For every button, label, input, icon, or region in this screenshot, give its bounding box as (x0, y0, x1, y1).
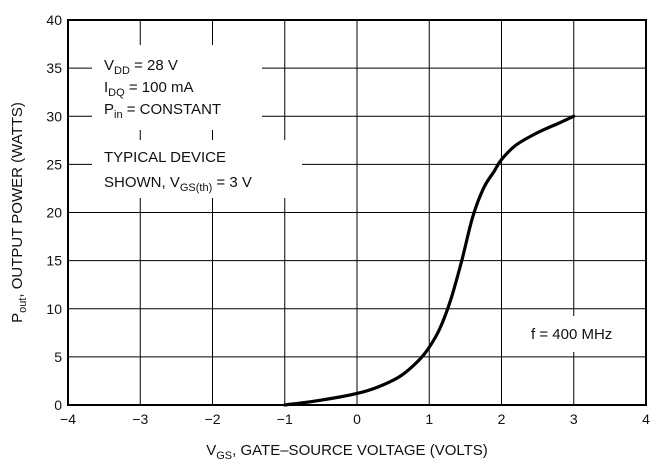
frequency-label: f = 400 MHz (531, 326, 612, 343)
x-tick-label: −1 (277, 411, 293, 427)
x-tick-label: −3 (132, 411, 148, 427)
x-tick-label: 1 (425, 411, 433, 427)
x-tick-label: 4 (642, 411, 650, 427)
y-tick-label: 40 (46, 12, 62, 28)
condition-label-0: VDD = 28 V (104, 57, 178, 77)
conditions-box (92, 45, 262, 130)
annotation-boxes (92, 45, 638, 352)
y-tick-label: 15 (46, 253, 62, 269)
condition-label-1: IDQ = 100 mA (104, 79, 193, 99)
axis-labels: VGS, GATE–SOURCE VOLTAGE (VOLTS) Pout, OU… (9, 102, 488, 462)
x-tick-label: 2 (498, 411, 506, 427)
y-tick-label: 5 (54, 349, 62, 365)
y-tick-label: 20 (46, 205, 62, 221)
plot-frame (67, 19, 647, 406)
frequency-box (520, 316, 638, 352)
x-tick-label: −2 (205, 411, 221, 427)
device-label-line1: TYPICAL DEVICE (104, 149, 226, 166)
device-box (92, 140, 302, 198)
x-tick-label: −4 (60, 411, 76, 427)
y-tick-label: 0 (54, 397, 62, 413)
x-tick-label: 0 (353, 411, 361, 427)
grid (67, 19, 647, 406)
curve (283, 114, 576, 407)
y-tick-label: 35 (46, 60, 62, 76)
x-tick-label: 3 (570, 411, 578, 427)
y-tick-label: 25 (46, 156, 62, 172)
y-tick-label: 10 (46, 301, 62, 317)
y-tick-label: 30 (46, 108, 62, 124)
series-line-0 (283, 114, 576, 407)
device-label-line2: SHOWN, VGS(th) = 3 V (104, 174, 252, 194)
y-axis-label: Pout, OUTPUT POWER (WATTS) (9, 102, 29, 323)
condition-label-2: Pin = CONSTANT (104, 101, 221, 121)
x-axis-label: VGS, GATE–SOURCE VOLTAGE (VOLTS) (206, 442, 488, 462)
